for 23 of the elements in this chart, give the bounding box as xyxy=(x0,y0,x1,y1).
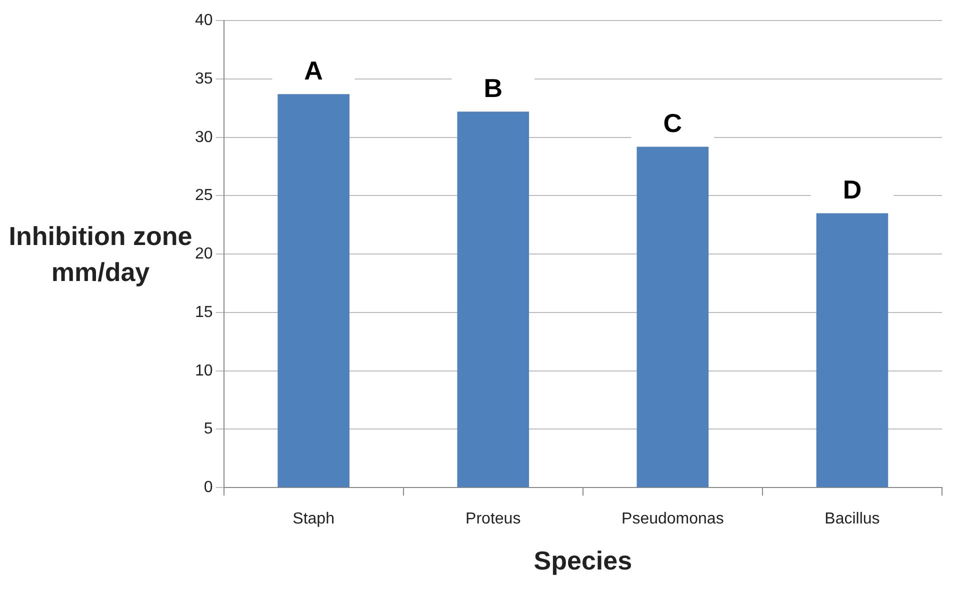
y-axis-title: Inhibition zone mm/day xyxy=(8,220,193,289)
y-tick-label: 35 xyxy=(195,70,213,88)
y-tick-label: 15 xyxy=(195,304,213,321)
x-tick-label: Staph xyxy=(292,510,334,528)
y-tick-label: 30 xyxy=(195,128,213,146)
bar xyxy=(457,112,530,488)
y-tick-label: 25 xyxy=(195,187,213,204)
x-axis-title: Species xyxy=(534,546,632,576)
y-tick-label: 10 xyxy=(195,362,213,380)
annotation: C xyxy=(663,108,682,138)
y-tick-label: 5 xyxy=(204,420,213,438)
bar xyxy=(636,146,709,488)
y-tick-label: 20 xyxy=(195,246,213,263)
bar xyxy=(816,213,888,488)
annotation: D xyxy=(842,174,862,204)
y-tick-label: 0 xyxy=(204,479,213,496)
annotation: A xyxy=(304,55,324,86)
annotation: B xyxy=(484,72,503,103)
bar xyxy=(278,94,350,488)
y-tick-label: 40 xyxy=(195,12,213,30)
x-tick-label: Bacillus xyxy=(824,510,880,528)
x-tick-label: Proteus xyxy=(466,510,521,528)
x-tick-label: Pseudomonas xyxy=(622,510,724,528)
